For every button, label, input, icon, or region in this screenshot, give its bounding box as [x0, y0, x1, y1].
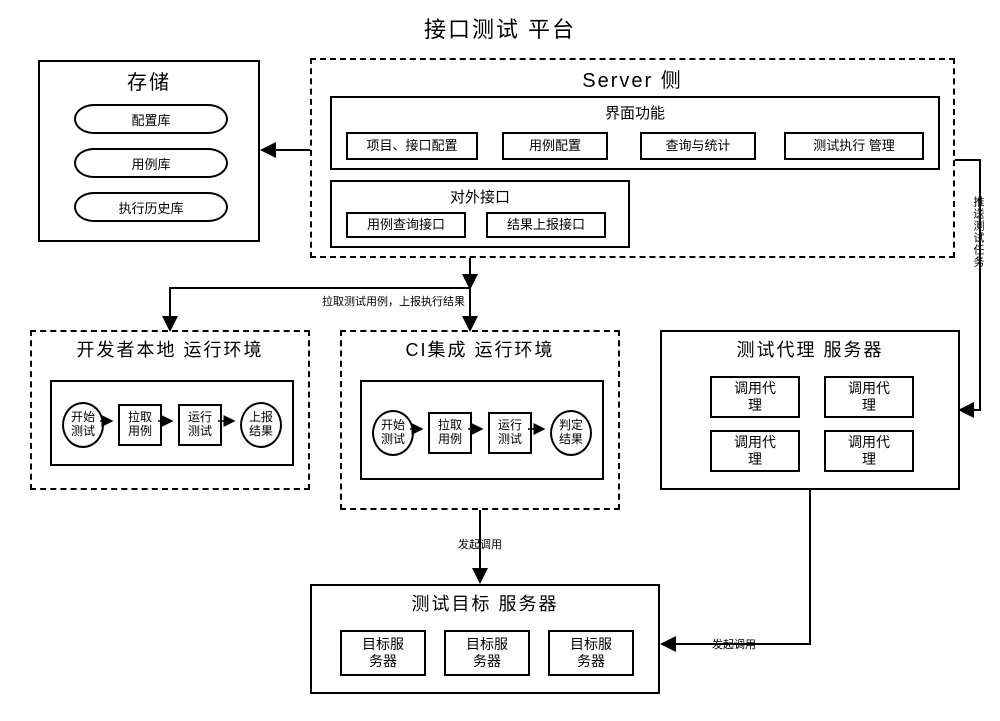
agent-item-2: 调用代理	[710, 430, 800, 472]
server-ext-title: 对外接口	[332, 186, 628, 207]
storage-title: 存储	[40, 66, 258, 95]
dev-inner: 开始测试 拉取用例 运行测试 上报结果	[50, 380, 294, 466]
agent-title: 测试代理 服务器	[662, 336, 958, 362]
ci-flow-0: 开始测试	[372, 410, 414, 456]
target-item-0: 目标服务器	[340, 630, 426, 676]
cylinder-history: 执行历史库	[74, 192, 228, 222]
dev-flow-3: 上报结果	[240, 402, 282, 448]
dev-panel: 开发者本地 运行环境 开始测试 拉取用例 运行测试 上报结果	[30, 330, 310, 490]
ci-title: CI集成 运行环境	[342, 336, 618, 362]
server-ext-box: 对外接口 用例查询接口 结果上报接口	[330, 180, 630, 248]
main-title: 接口测试 平台	[0, 12, 1000, 44]
target-item-1: 目标服务器	[444, 630, 530, 676]
server-ui-title: 界面功能	[332, 102, 938, 123]
server-title: Server 侧	[312, 64, 953, 93]
agent-item-1: 调用代理	[824, 376, 914, 418]
diagram-canvas: 接口测试 平台 存储 配置库 用例库 执行历史库 Server 侧 界面功能 项…	[0, 0, 1000, 721]
server-ui-box: 界面功能 项目、接口配置 用例配置 查询与统计 测试执行 管理	[330, 96, 940, 170]
ci-flow-1: 拉取用例	[428, 412, 472, 454]
server-ext-item-0: 用例查询接口	[346, 212, 466, 238]
cylinder-config: 配置库	[74, 104, 228, 134]
cylinder-cases: 用例库	[74, 148, 228, 178]
server-ext-item-1: 结果上报接口	[486, 212, 606, 238]
agent-item-0: 调用代理	[710, 376, 800, 418]
edge-label-call2: 发起调用	[710, 636, 758, 652]
target-panel: 测试目标 服务器 目标服务器 目标服务器 目标服务器	[310, 584, 660, 694]
ci-flow-2: 运行测试	[488, 412, 532, 454]
dev-title: 开发者本地 运行环境	[32, 336, 308, 362]
ci-panel: CI集成 运行环境 开始测试 拉取用例 运行测试 判定结果	[340, 330, 620, 510]
server-ui-item-0: 项目、接口配置	[346, 132, 478, 160]
edge-label-call1: 发起调用	[456, 536, 504, 552]
agent-item-3: 调用代理	[824, 430, 914, 472]
dev-flow-2: 运行测试	[178, 404, 222, 446]
server-ui-item-3: 测试执行 管理	[784, 132, 924, 160]
dev-flow-0: 开始测试	[62, 402, 104, 448]
edge-label-pull: 拉取测试用例，上报执行结果	[320, 293, 467, 309]
server-ui-item-1: 用例配置	[502, 132, 608, 160]
edge-label-push: 推送测试任务	[968, 196, 988, 268]
storage-panel: 存储 配置库 用例库 执行历史库	[38, 60, 260, 242]
agent-panel: 测试代理 服务器 调用代理 调用代理 调用代理 调用代理	[660, 330, 960, 490]
dev-flow-1: 拉取用例	[118, 404, 162, 446]
server-panel: Server 侧 界面功能 项目、接口配置 用例配置 查询与统计 测试执行 管理…	[310, 58, 955, 258]
ci-flow-3: 判定结果	[550, 410, 592, 456]
ci-inner: 开始测试 拉取用例 运行测试 判定结果	[360, 380, 604, 480]
target-item-2: 目标服务器	[548, 630, 634, 676]
target-title: 测试目标 服务器	[312, 590, 658, 616]
server-ui-item-2: 查询与统计	[640, 132, 756, 160]
